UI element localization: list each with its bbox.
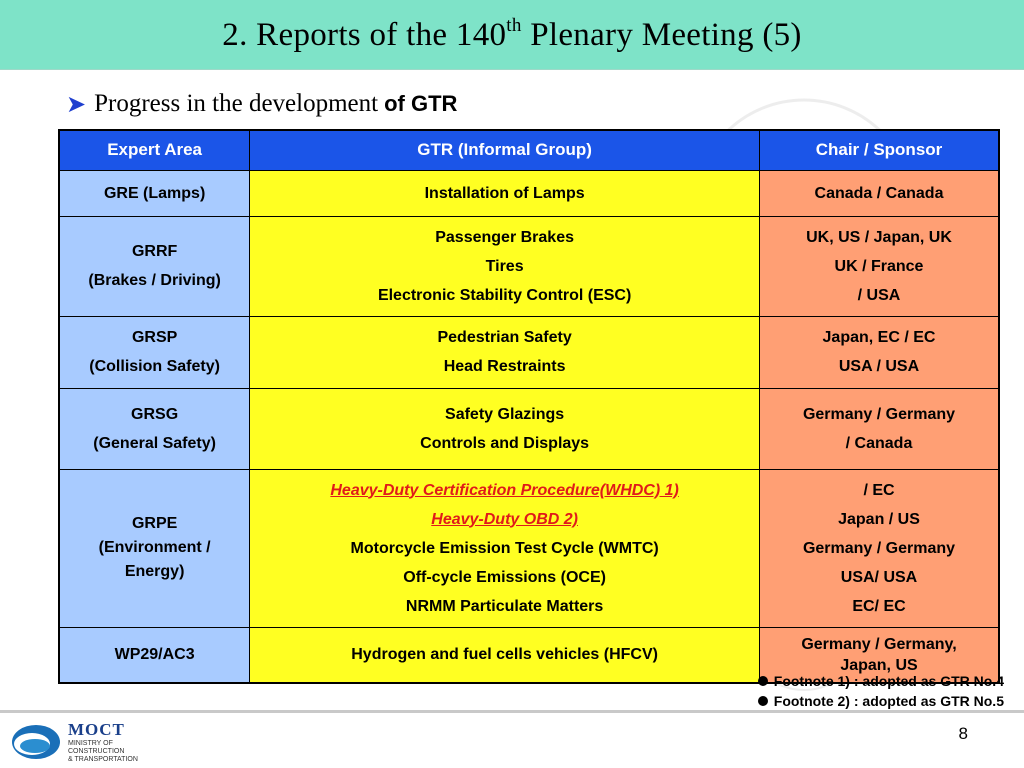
gtr-cell: Installation of Lamps [249,169,760,217]
bullet-dot-icon [757,696,768,706]
ministry-logo: MOCT MINISTRY OF CONSTRUCTION & TRANSPOR… [10,718,170,766]
gtr-table: Expert Area GTR (Informal Group) Chair /… [58,129,1000,684]
table-row: WP29/AC3 Hydrogen and fuel cells vehicle… [58,626,1000,684]
chair-cell: UK, US / Japan, UK UK / France / USA [759,215,1000,317]
gtr-cell: Pedestrian Safety Head Restraints [249,315,760,389]
footnote-2-item: Heavy-Duty OBD 2) [431,510,578,528]
heading-bold-text: of GTR [384,91,458,116]
footnote-line: Footnote 1) : adopted as GTR No.4 [757,671,1004,691]
chair-cell: Germany / Germany, Japan, US [759,626,1000,684]
chair-cell: Germany / Germany / Canada [759,387,1000,470]
table-row: GRSP (Collision Safety) Pedestrian Safet… [58,315,1000,389]
footnote-line: Footnote 2) : adopted as GTR No.5 [757,691,1004,711]
area-cell: GRSP (Collision Safety) [58,315,251,389]
chair-cell: Canada / Canada [759,169,1000,217]
table-row: GRPE (Environment / Energy) Heavy-Duty C… [58,468,1000,628]
logo-name: MOCT [68,720,125,739]
footnotes: Footnote 1) : adopted as GTR No.4 Footno… [757,671,1004,711]
area-cell: GRRF (Brakes / Driving) [58,215,251,317]
area-cell: GRSG (General Safety) [58,387,251,470]
slide-title: 2. Reports of the 140th Plenary Meeting … [222,15,802,53]
table-row: GRSG (General Safety) Safety Glazings Co… [58,387,1000,470]
chair-cell: Japan, EC / EC USA / USA [759,315,1000,389]
heading-text: Progress in the development [94,90,379,117]
gtr-cell: Safety Glazings Controls and Displays [249,387,760,470]
gtr-cell: Heavy-Duty Certification Procedure(WHDC)… [249,468,760,628]
gtr-cell: Passenger Brakes Tires Electronic Stabil… [249,215,760,317]
header-expert-area: Expert Area [58,129,251,171]
gtr-cell: Hydrogen and fuel cells vehicles (HFCV) [249,626,760,684]
table-row: GRRF (Brakes / Driving) Passenger Brakes… [58,215,1000,317]
header-row: Expert Area GTR (Informal Group) Chair /… [58,129,1000,171]
area-cell: GRE (Lamps) [58,169,251,217]
table-row: GRE (Lamps) Installation of Lamps Canada… [58,169,1000,217]
footnote-1-item: Heavy-Duty Certification Procedure(WHDC)… [330,481,679,499]
logo-ministry-line: & TRANSPORTATION [68,756,138,763]
section-heading: ➤ Progress in the development of GTR [66,86,457,122]
arrow-bullet-icon: ➤ [66,90,87,118]
moct-logo-icon [12,725,60,759]
chair-cell: / EC Japan / US Germany / Germany USA/ U… [759,468,1000,628]
bullet-dot-icon [757,676,768,686]
footer-divider [0,710,1024,713]
page-number: 8 [958,724,968,743]
area-cell: GRPE (Environment / Energy) [58,468,251,628]
logo-ministry-line: CONSTRUCTION [68,748,125,755]
area-cell: WP29/AC3 [58,626,251,684]
header-gtr: GTR (Informal Group) [249,129,760,171]
header-chair: Chair / Sponsor [759,129,1000,171]
logo-ministry-line: MINISTRY OF [68,740,113,747]
title-bar: 2. Reports of the 140th Plenary Meeting … [0,0,1024,70]
